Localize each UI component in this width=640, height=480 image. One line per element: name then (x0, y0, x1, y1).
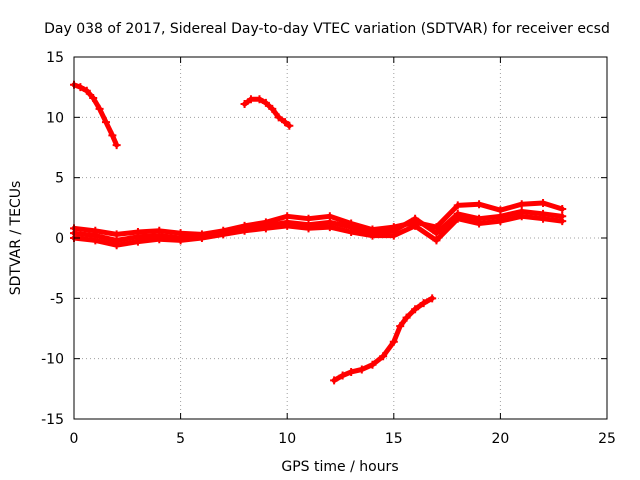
data-point (246, 95, 255, 104)
data-point (558, 217, 567, 226)
series-arc-low (330, 294, 437, 385)
data-point (453, 201, 462, 210)
axis-ticks: 0 5 10 15 20 25 -15 -10 -5 0 5 10 15 (41, 50, 616, 447)
data-point (368, 360, 377, 369)
data-point (396, 322, 405, 331)
data-point (357, 365, 366, 374)
y-tick-label: -15 (41, 412, 64, 428)
y-tick-label: -10 (41, 352, 64, 368)
x-tick-label: 25 (598, 431, 616, 447)
data-point (281, 118, 290, 127)
data-point (475, 200, 484, 209)
data-point (91, 236, 100, 245)
grid-lines (74, 57, 607, 419)
data-point (261, 224, 270, 233)
y-tick-label: 5 (55, 171, 64, 187)
data-point (338, 371, 347, 380)
data-point (496, 217, 505, 226)
data-point (285, 121, 294, 130)
data-point (240, 226, 249, 235)
data-point (432, 229, 441, 238)
data-point (330, 376, 339, 385)
data-point (155, 235, 164, 244)
data-point (133, 237, 142, 246)
data-point (219, 230, 228, 239)
data-point (453, 214, 462, 223)
data-point (419, 299, 428, 308)
data-point (402, 313, 411, 322)
data-point (379, 352, 388, 361)
data-point (82, 86, 91, 95)
y-tick-label: 0 (55, 231, 64, 247)
data-point (112, 141, 121, 150)
data-point (108, 131, 117, 140)
data-point (432, 236, 441, 245)
y-tick-label: 10 (46, 110, 64, 126)
data-point (347, 367, 356, 376)
data-point (240, 100, 249, 109)
data-point (89, 94, 98, 103)
series-arc-high-mid (240, 95, 294, 130)
data-point (268, 104, 277, 113)
data-point (304, 224, 313, 233)
y-tick-label: -5 (50, 291, 64, 307)
data-point (76, 83, 85, 92)
data-point (411, 214, 420, 223)
x-tick-label: 20 (491, 431, 509, 447)
data-point (517, 200, 526, 209)
data-point (274, 113, 283, 122)
data-point (283, 221, 292, 230)
data-point (539, 199, 548, 208)
data-series (70, 80, 567, 385)
data-point (95, 104, 104, 113)
data-point (325, 223, 334, 232)
data-point (517, 212, 526, 221)
series-band-3 (70, 212, 567, 250)
x-tick-label: 0 (70, 431, 79, 447)
data-point (261, 98, 270, 107)
data-point (112, 241, 121, 250)
x-tick-label: 10 (278, 431, 296, 447)
y-axis-label: SDTVAR / TECUs (8, 181, 24, 296)
data-point (389, 231, 398, 240)
data-point (411, 305, 420, 314)
data-point (197, 234, 206, 242)
data-point (347, 227, 356, 236)
data-point (389, 337, 398, 346)
data-point (101, 118, 110, 127)
data-point (558, 205, 567, 214)
data-point (428, 294, 437, 303)
x-tick-label: 15 (385, 431, 403, 447)
x-axis-label: GPS time / hours (281, 459, 398, 475)
data-point (475, 219, 484, 228)
x-tick-label: 5 (176, 431, 185, 447)
data-point (255, 95, 264, 104)
data-point (411, 221, 420, 230)
chart-title: Day 038 of 2017, Sidereal Day-to-day VTE… (44, 21, 610, 37)
data-point (176, 236, 185, 245)
data-point (539, 214, 548, 223)
data-point (368, 231, 377, 240)
y-tick-label: 15 (46, 50, 64, 66)
